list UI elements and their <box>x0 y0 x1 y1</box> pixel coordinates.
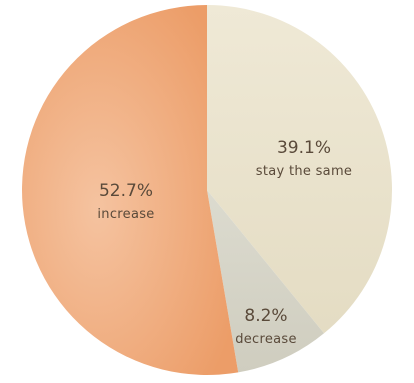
pie-slice-increase <box>22 5 239 375</box>
slice-label-decrease: decrease <box>235 332 297 347</box>
slice-percent-decrease: 8.2% <box>244 306 287 326</box>
slice-label-increase: increase <box>97 207 154 222</box>
slice-label-stay-the-same: stay the same <box>256 164 352 179</box>
pie-slice-decrease <box>207 190 325 373</box>
pie-slice-stay-the-same <box>207 5 393 334</box>
slice-percent-increase: 52.7% <box>99 181 153 201</box>
slice-percent-stay-the-same: 39.1% <box>277 138 331 158</box>
